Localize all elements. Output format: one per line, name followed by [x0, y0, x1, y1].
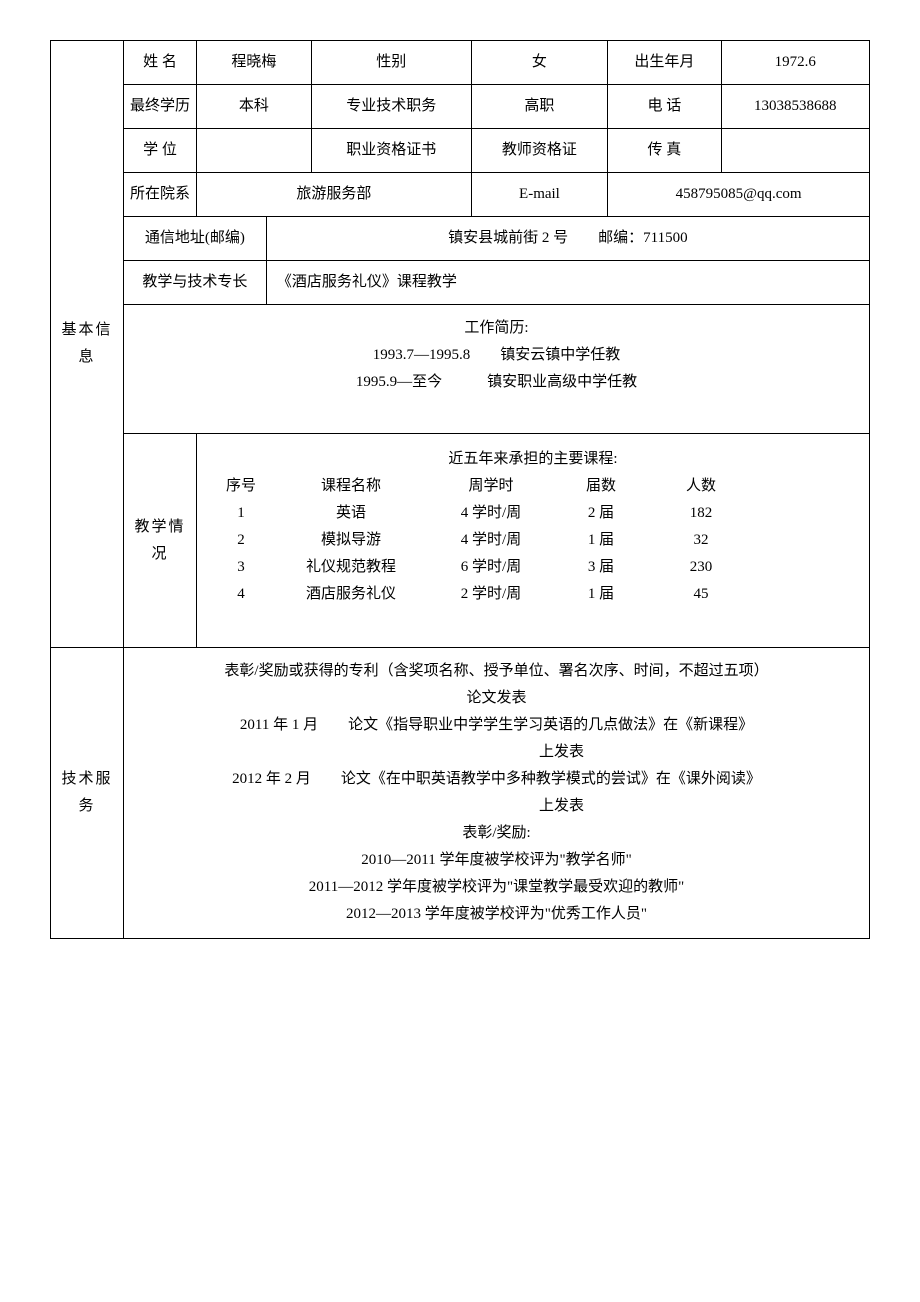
- fax-value: [721, 129, 870, 173]
- spec-label: 教学与技术专长: [124, 261, 267, 305]
- service-section-label: 技术服务: [51, 648, 124, 939]
- tech-title-label: 专业技术职务: [311, 85, 471, 129]
- spec-value: 《酒店服务礼仪》课程教学: [266, 261, 869, 305]
- course-row: 2 模拟导游 4 学时/周 1 届 32: [211, 527, 855, 554]
- addr-value: 镇安县城前街 2 号 邮编：711500: [266, 217, 869, 261]
- dept-value: 旅游服务部: [197, 173, 472, 217]
- pub-1a: 2011 年 1 月 论文《指导职业中学学生学习英语的几点做法》在《新课程》: [138, 712, 855, 739]
- addr-label: 通信地址(邮编): [124, 217, 267, 261]
- resume-table: 基本信息 姓 名 程晓梅 性别 女 出生年月 1972.6 最终学历 本科 专业…: [50, 40, 870, 939]
- birth-label: 出生年月: [608, 41, 721, 85]
- course-row: 3 礼仪规范教程 6 学时/周 3 届 230: [211, 554, 855, 581]
- teaching-block: 近五年来承担的主要课程: 序号 课程名称 周学时 届数 人数 1 英语 4 学时…: [197, 434, 870, 648]
- tech-title-value: 高职: [471, 85, 608, 129]
- birth-value: 1972.6: [721, 41, 870, 85]
- teaching-title: 近五年来承担的主要课程:: [211, 446, 855, 473]
- pub-2b: 上发表: [138, 793, 855, 820]
- dept-label: 所在院系: [124, 173, 197, 217]
- basic-section-label: 基本信息: [51, 41, 124, 648]
- resume-line-1: 1993.7—1995.8 镇安云镇中学任教: [138, 342, 855, 369]
- hdr-sessions: 届数: [551, 473, 651, 500]
- cert-label: 职业资格证书: [311, 129, 471, 173]
- pub-2a: 2012 年 2 月 论文《在中职英语教学中多种教学模式的尝试》在《课外阅读》: [138, 766, 855, 793]
- course-row: 4 酒店服务礼仪 2 学时/周 1 届 45: [211, 581, 855, 608]
- award-2: 2011—2012 学年度被学校评为"课堂教学最受欢迎的教师": [138, 874, 855, 901]
- award-3: 2012—2013 学年度被学校评为"优秀工作人员": [138, 901, 855, 928]
- resume-title: 工作简历:: [138, 315, 855, 342]
- phone-label: 电 话: [608, 85, 721, 129]
- hdr-hours: 周学时: [431, 473, 551, 500]
- award-1: 2010—2011 学年度被学校评为"教学名师": [138, 847, 855, 874]
- hdr-count: 人数: [651, 473, 751, 500]
- name-label: 姓 名: [124, 41, 197, 85]
- hdr-name: 课程名称: [271, 473, 431, 500]
- gender-label: 性别: [311, 41, 471, 85]
- course-header: 序号 课程名称 周学时 届数 人数: [211, 473, 855, 500]
- degree-label: 学 位: [124, 129, 197, 173]
- name-value: 程晓梅: [197, 41, 312, 85]
- teaching-section-label: 教学情况: [124, 434, 197, 648]
- email-label: E-mail: [471, 173, 608, 217]
- email-value: 458795085@qq.com: [608, 173, 870, 217]
- service-title: 表彰/奖励或获得的专利（含奖项名称、授予单位、署名次序、时间，不超过五项）: [138, 658, 855, 685]
- course-row: 1 英语 4 学时/周 2 届 182: [211, 500, 855, 527]
- pub-1b: 上发表: [138, 739, 855, 766]
- cert-value: 教师资格证: [471, 129, 608, 173]
- hdr-no: 序号: [211, 473, 271, 500]
- phone-value: 13038538688: [721, 85, 870, 129]
- pub-title: 论文发表: [138, 685, 855, 712]
- resume-line-2: 1995.9—至今 镇安职业高级中学任教: [138, 369, 855, 396]
- gender-value: 女: [471, 41, 608, 85]
- resume-block: 工作简历: 1993.7—1995.8 镇安云镇中学任教 1995.9—至今 镇…: [124, 305, 870, 434]
- award-title: 表彰/奖励:: [138, 820, 855, 847]
- service-block: 表彰/奖励或获得的专利（含奖项名称、授予单位、署名次序、时间，不超过五项） 论文…: [124, 648, 870, 939]
- degree-value: [197, 129, 312, 173]
- fax-label: 传 真: [608, 129, 721, 173]
- edu-value: 本科: [197, 85, 312, 129]
- edu-label: 最终学历: [124, 85, 197, 129]
